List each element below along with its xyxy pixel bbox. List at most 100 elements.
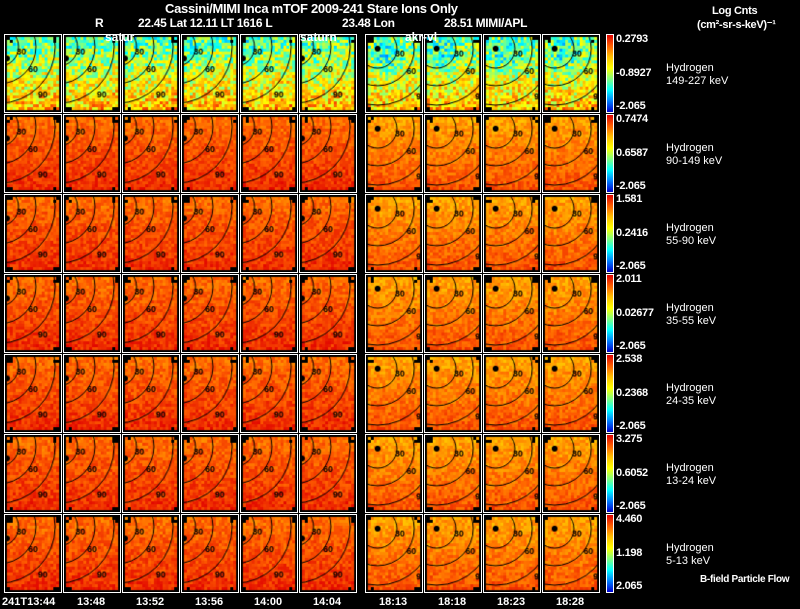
image-panel (122, 434, 180, 513)
colorbar-mid-label: 0.02677 (616, 307, 654, 319)
image-panel (63, 274, 121, 353)
heatmap-canvas (300, 275, 356, 352)
heatmap-canvas (123, 115, 179, 192)
image-panel (240, 514, 298, 593)
image-panel (4, 194, 62, 273)
heatmap-canvas (182, 435, 238, 512)
colorbar-max-label: 4.460 (616, 513, 643, 525)
image-panel (299, 194, 357, 273)
row-label: Hydrogen 90-149 keV (666, 142, 722, 168)
colorbar-min-label: -2.065 (616, 420, 646, 432)
image-panel (365, 514, 423, 593)
heatmap-canvas (182, 355, 238, 432)
colorbar-mid-label: 0.2368 (616, 387, 648, 399)
heatmap-canvas (543, 115, 599, 192)
image-panel (542, 34, 600, 113)
heatmap-canvas (425, 355, 481, 432)
image-panel (542, 114, 600, 193)
heatmap-canvas (241, 115, 297, 192)
image-panel (424, 274, 482, 353)
colorbar (606, 114, 614, 193)
colorbar (606, 194, 614, 273)
heatmap-canvas (241, 435, 297, 512)
heatmap-canvas (300, 515, 356, 592)
image-panel (299, 434, 357, 513)
heatmap-canvas (123, 195, 179, 272)
heatmap-canvas (366, 115, 422, 192)
heatmap-canvas (182, 275, 238, 352)
time-label: 13:48 (77, 596, 106, 608)
heatmap-canvas (300, 195, 356, 272)
image-panel (63, 194, 121, 273)
overlay-label: satur (105, 30, 135, 44)
subtitle-source: 28.51 MIMI/APL (444, 16, 528, 30)
time-label: 13:52 (136, 596, 165, 608)
colorbar-min-label: -2.065 (616, 100, 646, 112)
overlay-label: saturn (300, 30, 337, 44)
heatmap-canvas (241, 275, 297, 352)
image-panel (424, 434, 482, 513)
image-panel (63, 514, 121, 593)
row-label: Hydrogen 24-35 keV (666, 382, 716, 408)
heatmap-canvas (182, 35, 238, 112)
time-label: 13:56 (195, 596, 224, 608)
row-label: Hydrogen 149-227 keV (666, 62, 728, 88)
image-panel (365, 354, 423, 433)
heatmap-canvas (366, 35, 422, 112)
heatmap-canvas (484, 195, 540, 272)
image-panel (4, 34, 62, 113)
heatmap-canvas (425, 515, 481, 592)
plot-title: Cassini/MIMI Inca mTOF 2009-241 Stare Io… (165, 1, 458, 16)
heatmap-canvas (543, 35, 599, 112)
image-panel (483, 514, 541, 593)
image-panel (424, 514, 482, 593)
subtitle-position: 22.45 Lat 12.11 LT 1616 L (138, 16, 273, 30)
energy-label: 5-13 keV (666, 555, 711, 567)
image-panel (181, 514, 239, 593)
energy-label: 55-90 keV (666, 235, 717, 247)
heatmap-canvas (366, 195, 422, 272)
image-panel (542, 434, 600, 513)
heatmap-canvas (64, 435, 120, 512)
species-label: Hydrogen (666, 462, 714, 474)
species-label: Hydrogen (666, 142, 714, 154)
image-panel (483, 194, 541, 273)
image-panel (299, 274, 357, 353)
colorbar-max-label: 2.538 (616, 353, 643, 365)
image-panel (181, 354, 239, 433)
image-panel (365, 34, 423, 113)
heatmap-canvas (5, 355, 61, 432)
time-label: 14:00 (254, 596, 283, 608)
image-panel (483, 434, 541, 513)
heatmap-canvas (64, 275, 120, 352)
heatmap-canvas (241, 195, 297, 272)
colorbar-mid-label: 0.6587 (616, 147, 648, 159)
colorbar-max-label: 0.2793 (616, 33, 648, 45)
image-panel (483, 34, 541, 113)
image-panel (483, 354, 541, 433)
heatmap-canvas (543, 275, 599, 352)
heatmap-canvas (425, 35, 481, 112)
colorbar (606, 274, 614, 353)
image-panel (122, 514, 180, 593)
energy-label: 90-149 keV (666, 155, 723, 167)
image-panel (122, 354, 180, 433)
heatmap-canvas (366, 515, 422, 592)
footer-note: B-field Particle Flow (700, 574, 790, 585)
colorbar-mid-label: 0.2416 (616, 227, 648, 239)
image-panel (4, 354, 62, 433)
heatmap-canvas (484, 515, 540, 592)
image-panel (63, 34, 121, 113)
species-label: Hydrogen (666, 222, 714, 234)
colorbar-max-label: 3.275 (616, 433, 643, 445)
colorbar-min-label: -2.065 (616, 260, 646, 272)
image-panel (63, 114, 121, 193)
image-panel (365, 194, 423, 273)
image-grid (4, 34, 606, 596)
heatmap-canvas (425, 195, 481, 272)
image-panel (542, 354, 600, 433)
image-panel (122, 274, 180, 353)
heatmap-canvas (64, 195, 120, 272)
time-label: 14:04 (313, 596, 342, 608)
image-panel (4, 114, 62, 193)
